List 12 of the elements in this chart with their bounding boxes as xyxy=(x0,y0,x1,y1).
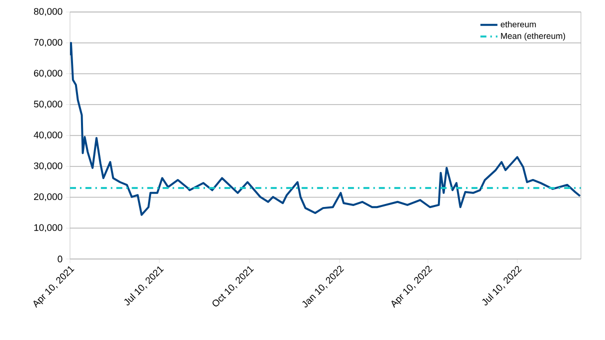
legend-label: ethereum xyxy=(500,21,536,28)
legend-label: Mean (ethereum) xyxy=(501,32,566,41)
y-tick-label: 50,000 xyxy=(34,100,62,109)
y-tick-label: 10,000 xyxy=(34,224,62,232)
y-tick-label: 30,000 xyxy=(34,162,62,170)
y-tick-label: 20,000 xyxy=(34,193,62,202)
y-tick-label: 80,000 xyxy=(34,8,62,16)
y-tick-label: 40,000 xyxy=(34,132,62,140)
y-tick-label: 60,000 xyxy=(34,70,62,78)
y-tick-label: 70,000 xyxy=(34,38,62,47)
y-tick-label: 0 xyxy=(58,256,62,262)
line-series xyxy=(70,42,582,216)
